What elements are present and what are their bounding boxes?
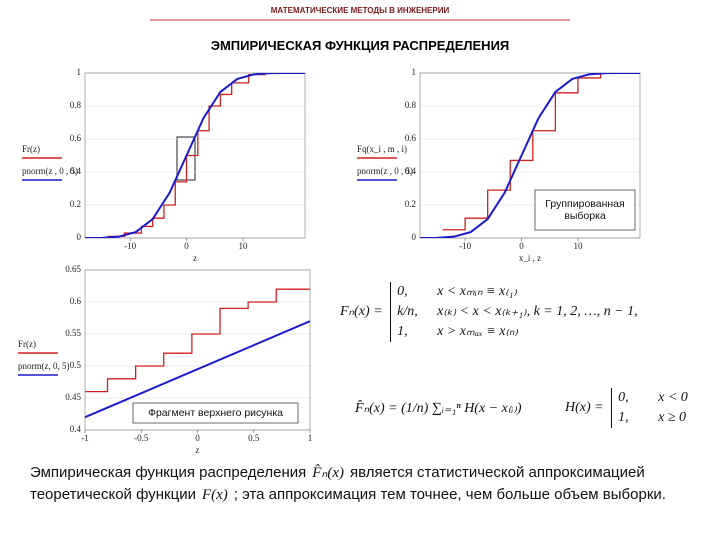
x-axis-label: z: [196, 445, 200, 455]
series-line: [442, 73, 624, 231]
case: 1, x > xₘₐₓ ≡ x₍ₙ₎: [397, 322, 638, 342]
y-tick-label: 0.55: [65, 328, 81, 338]
x-axis-label: z: [193, 253, 197, 263]
x-tick-label: 10: [573, 241, 583, 251]
case-cond: x < xₘᵢₙ ≡ x₍₁₎: [437, 284, 517, 299]
caption-formula: F(x): [201, 487, 228, 503]
annotation: Фрагмент верхнего рисунка: [147, 407, 283, 419]
caption-text: Эмпирическая функция распределения: [30, 464, 307, 481]
formula-sum: F̂ₙ(x) = (1/n) ∑ᵢ₌₁ⁿ H(x − x₍ᵢ₎): [355, 401, 522, 416]
y-tick-label: 0: [412, 232, 417, 242]
legend-label: Fr(z): [22, 144, 40, 154]
x-tick-label: 0.5: [248, 433, 260, 443]
plot-frame: [84, 72, 306, 239]
y-tick-label: 0.4: [70, 424, 82, 434]
formula-lhs: Fₙ(x) =: [340, 304, 383, 320]
y-tick-label: 0.2: [70, 199, 81, 209]
case-value: 0,: [618, 390, 629, 405]
x-tick-label: 10: [238, 241, 248, 251]
annotation-holder: Группированная выборка: [545, 198, 625, 222]
caption: Эмпирическая функция распределения F̂ₙ(x)…: [30, 462, 700, 506]
y-tick-label: 1: [77, 67, 82, 77]
case-value: 1,: [397, 324, 408, 339]
formula-cases: 0, x < xₘᵢₙ ≡ x₍₁₎ k/n, x₍ₖ₎ < x < x₍ₖ₊₁₎,…: [390, 282, 638, 342]
y-tick-label: 0.45: [65, 392, 81, 402]
y-tick-label: 0.5: [70, 360, 82, 370]
y-tick-label: 0.6: [405, 133, 417, 143]
series-line: [420, 73, 640, 238]
plot-frame: [419, 72, 641, 239]
y-tick-label: 0.8: [70, 100, 82, 110]
case-cond: x ≥ 0: [658, 410, 687, 425]
x-tick-label: -0.5: [134, 433, 149, 443]
legend-label: pnorm(z , 0 , 5): [22, 166, 78, 176]
annotation-box: [534, 189, 636, 231]
case: 0, x < xₘᵢₙ ≡ x₍₁₎: [397, 282, 638, 302]
header: МАТЕМАТИЧЕСКИЕ МЕТОДЫ В ИНЖЕНЕРИИ: [270, 6, 450, 15]
case-value: k/n,: [397, 304, 418, 319]
case-cond: x < 0: [658, 390, 688, 405]
x-tick-label: 0: [195, 433, 200, 443]
legend-label: pnorm(z, 0, 5): [18, 361, 70, 371]
series-line: [85, 288, 310, 393]
y-tick-label: 0.8: [405, 100, 417, 110]
case: k/n, x₍ₖ₎ < x < x₍ₖ₊₁₎, k = 1, 2, …, n − …: [397, 302, 638, 322]
y-tick-label: 0: [77, 232, 82, 242]
legend-label: Fr(z): [18, 339, 36, 349]
annotation-box: [132, 402, 299, 424]
x-tick-label: -10: [124, 241, 136, 251]
case-cond: x > xₘₐₓ ≡ x₍ₙ₎: [437, 324, 518, 339]
formula-lhs: H(x) =: [565, 400, 604, 416]
annotation: Группированная выборка: [545, 198, 625, 222]
caption-text: ; эта аппроксимация тем точнее, чем боль…: [233, 486, 666, 503]
case-value: 0,: [397, 284, 408, 299]
case-cond: x₍ₖ₎ < x < x₍ₖ₊₁₎, k = 1, 2, …, n − 1,: [437, 304, 638, 319]
case: 0, x < 0: [618, 388, 688, 408]
annotation-holder: Фрагмент верхнего рисунка: [147, 407, 283, 419]
series-line: [85, 73, 305, 238]
legend-label: Fq(x_i , m , i): [357, 144, 407, 154]
x-axis-label: x_i , z: [519, 253, 541, 263]
formula-piecewise: Fₙ(x) = 0, x < xₘᵢₙ ≡ x₍₁₎ k/n, x₍ₖ₎ < x <…: [340, 282, 638, 342]
case-value: 1,: [618, 410, 629, 425]
x-tick-label: 0: [184, 241, 189, 251]
y-tick-label: 1: [412, 67, 417, 77]
x-tick-label: -10: [459, 241, 471, 251]
y-tick-label: 0.4: [70, 166, 82, 176]
caption-formula: F̂ₙ(x): [312, 465, 345, 481]
y-tick-label: 0.2: [405, 199, 416, 209]
legend-label: pnorm(z , 0 , 5): [357, 166, 413, 176]
x-tick-label: 0: [519, 241, 524, 251]
series-line: [85, 320, 310, 419]
y-tick-label: 0.65: [65, 264, 81, 274]
caption-text: является статистической аппроксимацией т…: [30, 464, 645, 503]
y-tick-label: 0.6: [70, 133, 82, 143]
case: 1, x ≥ 0: [618, 408, 688, 428]
y-tick-label: 0.6: [70, 296, 82, 306]
plot-frame: [84, 269, 311, 431]
x-tick-label: 1: [308, 433, 313, 443]
title: ЭМПИРИЧЕСКАЯ ФУНКЦИЯ РАСПРЕДЕЛЕНИЯ: [210, 38, 510, 53]
formula-heaviside: H(x) = 0, x < 0 1, x ≥ 0: [565, 388, 688, 428]
y-tick-label: 0.4: [405, 166, 417, 176]
x-tick-label: -1: [81, 433, 89, 443]
formula-cases: 0, x < 0 1, x ≥ 0: [611, 388, 688, 428]
